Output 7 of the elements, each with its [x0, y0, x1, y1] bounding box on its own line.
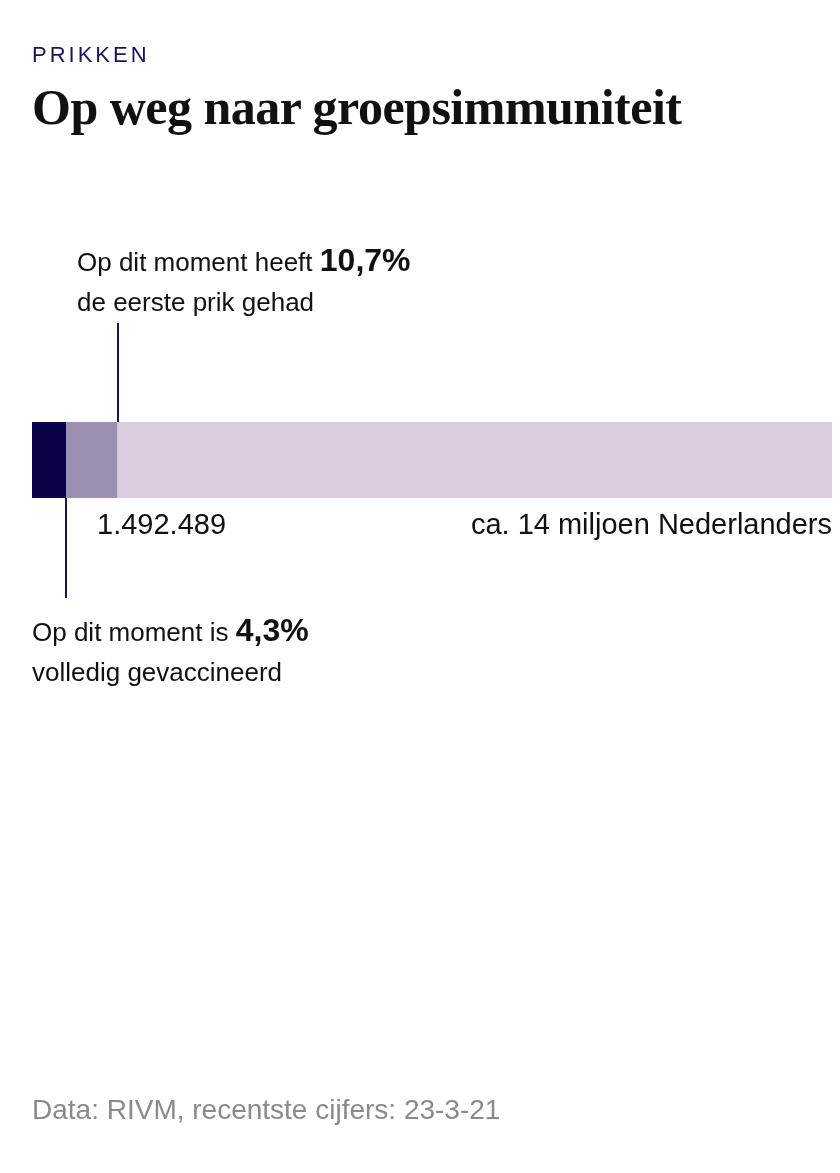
text: 1.492.489: [97, 508, 227, 541]
text: ca. 14 miljoen Nederlanders: [470, 508, 832, 541]
text: Data: RIVM, recentste cijfers: 23-3-21: [32, 1094, 501, 1126]
text: Op dit moment is 4,3% volledig gevaccineerd: [32, 612, 309, 687]
chart-title: Op weg naar groepsimmuniteit: [32, 78, 682, 136]
chart-subtitle: PRIKKEN: [32, 42, 150, 68]
text: Op dit moment heeft 10,7% de eerste prik gehad: [77, 242, 411, 317]
